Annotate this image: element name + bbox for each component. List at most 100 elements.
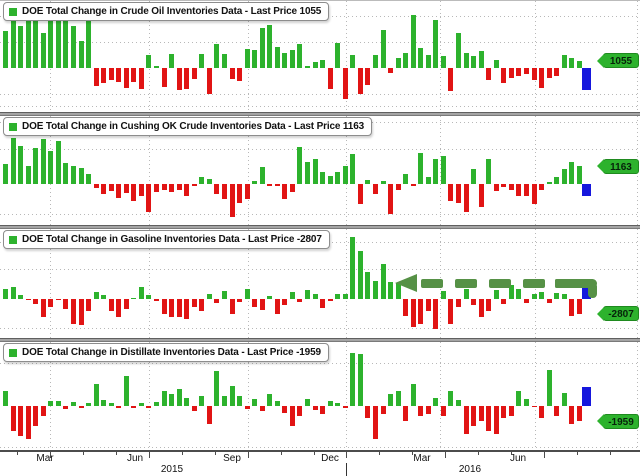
weekly-change-bar	[448, 68, 454, 92]
weekly-change-bar	[25, 299, 31, 301]
weekly-change-bar	[169, 299, 175, 317]
year-label: 2016	[458, 464, 482, 475]
dashed-arrow-segment	[455, 279, 477, 288]
vertical-gridline	[50, 229, 51, 338]
legend-label: DOE Total Change in Cushing OK Crude Inv…	[22, 121, 365, 132]
weekly-change-bar	[342, 406, 348, 408]
weekly-change-bar	[508, 184, 514, 190]
weekly-change-bar	[131, 298, 137, 300]
horizontal-gridline	[0, 447, 640, 448]
legend-swatch-icon	[9, 122, 17, 131]
weekly-change-bar	[395, 58, 401, 68]
month-label: Jun	[509, 453, 527, 464]
weekly-change-bar	[478, 51, 484, 68]
vertical-gridline	[440, 342, 441, 450]
weekly-change-bar	[357, 184, 363, 205]
weekly-change-bar	[448, 299, 454, 325]
dashed-arrow-segment	[489, 279, 511, 288]
weekly-change-bar	[55, 140, 61, 185]
weekly-change-bar	[433, 19, 439, 68]
legend-swatch-icon	[9, 348, 17, 357]
weekly-change-bar	[531, 184, 537, 205]
weekly-change-bar	[123, 184, 129, 194]
weekly-change-bar	[471, 406, 477, 426]
weekly-change-bar	[93, 68, 99, 86]
panel-distillate: DOE Total Change in Distillate Inventori…	[0, 342, 640, 450]
weekly-change-bar	[10, 137, 16, 185]
weekly-change-bar	[312, 294, 318, 300]
weekly-change-bar	[554, 293, 560, 300]
vertical-gridline	[346, 229, 347, 338]
weekly-change-bar	[55, 401, 61, 406]
weekly-change-bar	[146, 55, 152, 68]
weekly-change-bar	[569, 406, 575, 425]
dashed-arrow-segment	[523, 279, 545, 288]
weekly-change-bar	[259, 406, 265, 411]
weekly-change-bar	[3, 289, 8, 300]
weekly-change-bar	[70, 166, 76, 185]
weekly-change-bar	[372, 406, 378, 440]
weekly-change-bar	[357, 251, 363, 300]
weekly-change-bar	[350, 236, 356, 300]
panel-crude-oil: DOE Total Change in Crude Oil Inventorie…	[0, 1, 640, 112]
weekly-change-bar	[244, 406, 250, 410]
dashed-arrow-segment	[421, 279, 443, 288]
weekly-change-bar	[561, 294, 567, 300]
weekly-change-bar	[169, 394, 175, 406]
weekly-change-bar	[350, 154, 356, 185]
weekly-change-bar	[388, 394, 394, 406]
weekly-change-bar	[433, 159, 439, 185]
weekly-change-bar	[486, 406, 492, 431]
weekly-change-bar	[433, 397, 439, 406]
weekly-change-bar	[410, 14, 416, 68]
weekly-change-bar	[199, 177, 205, 185]
vertical-gridline	[440, 1, 441, 112]
weekly-change-bar	[252, 299, 258, 307]
legend-cushing: DOE Total Change in Cushing OK Crude Inv…	[3, 117, 373, 136]
weekly-change-bar	[259, 27, 265, 68]
weekly-change-bar	[63, 299, 69, 310]
vertical-gridline	[637, 342, 638, 450]
legend-swatch-icon	[9, 7, 17, 16]
weekly-change-bar	[86, 402, 92, 406]
weekly-change-bar	[448, 391, 454, 406]
weekly-change-bar	[237, 396, 243, 406]
weekly-change-bar	[516, 289, 522, 300]
weekly-change-bar	[18, 145, 24, 185]
weekly-change-bar	[70, 299, 76, 324]
weekly-change-bar	[388, 184, 394, 215]
weekly-change-bar	[78, 299, 84, 325]
weekly-change-bar	[410, 299, 416, 327]
weekly-change-bar	[3, 31, 8, 68]
weekly-change-bar	[493, 290, 499, 300]
weekly-change-bar	[10, 286, 16, 300]
weekly-change-bar	[229, 386, 235, 406]
weekly-change-bar	[456, 33, 461, 68]
weekly-change-bar	[267, 394, 273, 406]
weekly-change-bar	[169, 184, 175, 192]
weekly-change-bar	[327, 68, 333, 89]
weekly-change-bar	[33, 299, 39, 304]
weekly-change-bar	[501, 184, 507, 188]
latest-bar-highlighted	[582, 387, 592, 406]
weekly-change-bar	[320, 60, 326, 68]
vertical-gridline	[149, 116, 150, 225]
weekly-change-bar	[259, 299, 265, 311]
weekly-change-bar	[531, 68, 537, 80]
x-axis-line	[0, 450, 640, 452]
axis-tick	[17, 452, 18, 455]
axis-tick	[182, 452, 183, 455]
weekly-change-bar	[259, 167, 265, 185]
weekly-change-bar	[327, 299, 333, 302]
weekly-change-bar	[403, 299, 409, 316]
weekly-change-bar	[108, 299, 114, 312]
weekly-change-bar	[357, 68, 363, 94]
weekly-change-bar	[206, 406, 212, 425]
axis-tick	[281, 452, 282, 455]
vertical-gridline	[346, 1, 347, 112]
weekly-change-bar	[418, 406, 424, 416]
weekly-change-bar	[493, 60, 499, 68]
month-label: Mar	[36, 453, 54, 464]
weekly-change-bar	[55, 299, 61, 301]
